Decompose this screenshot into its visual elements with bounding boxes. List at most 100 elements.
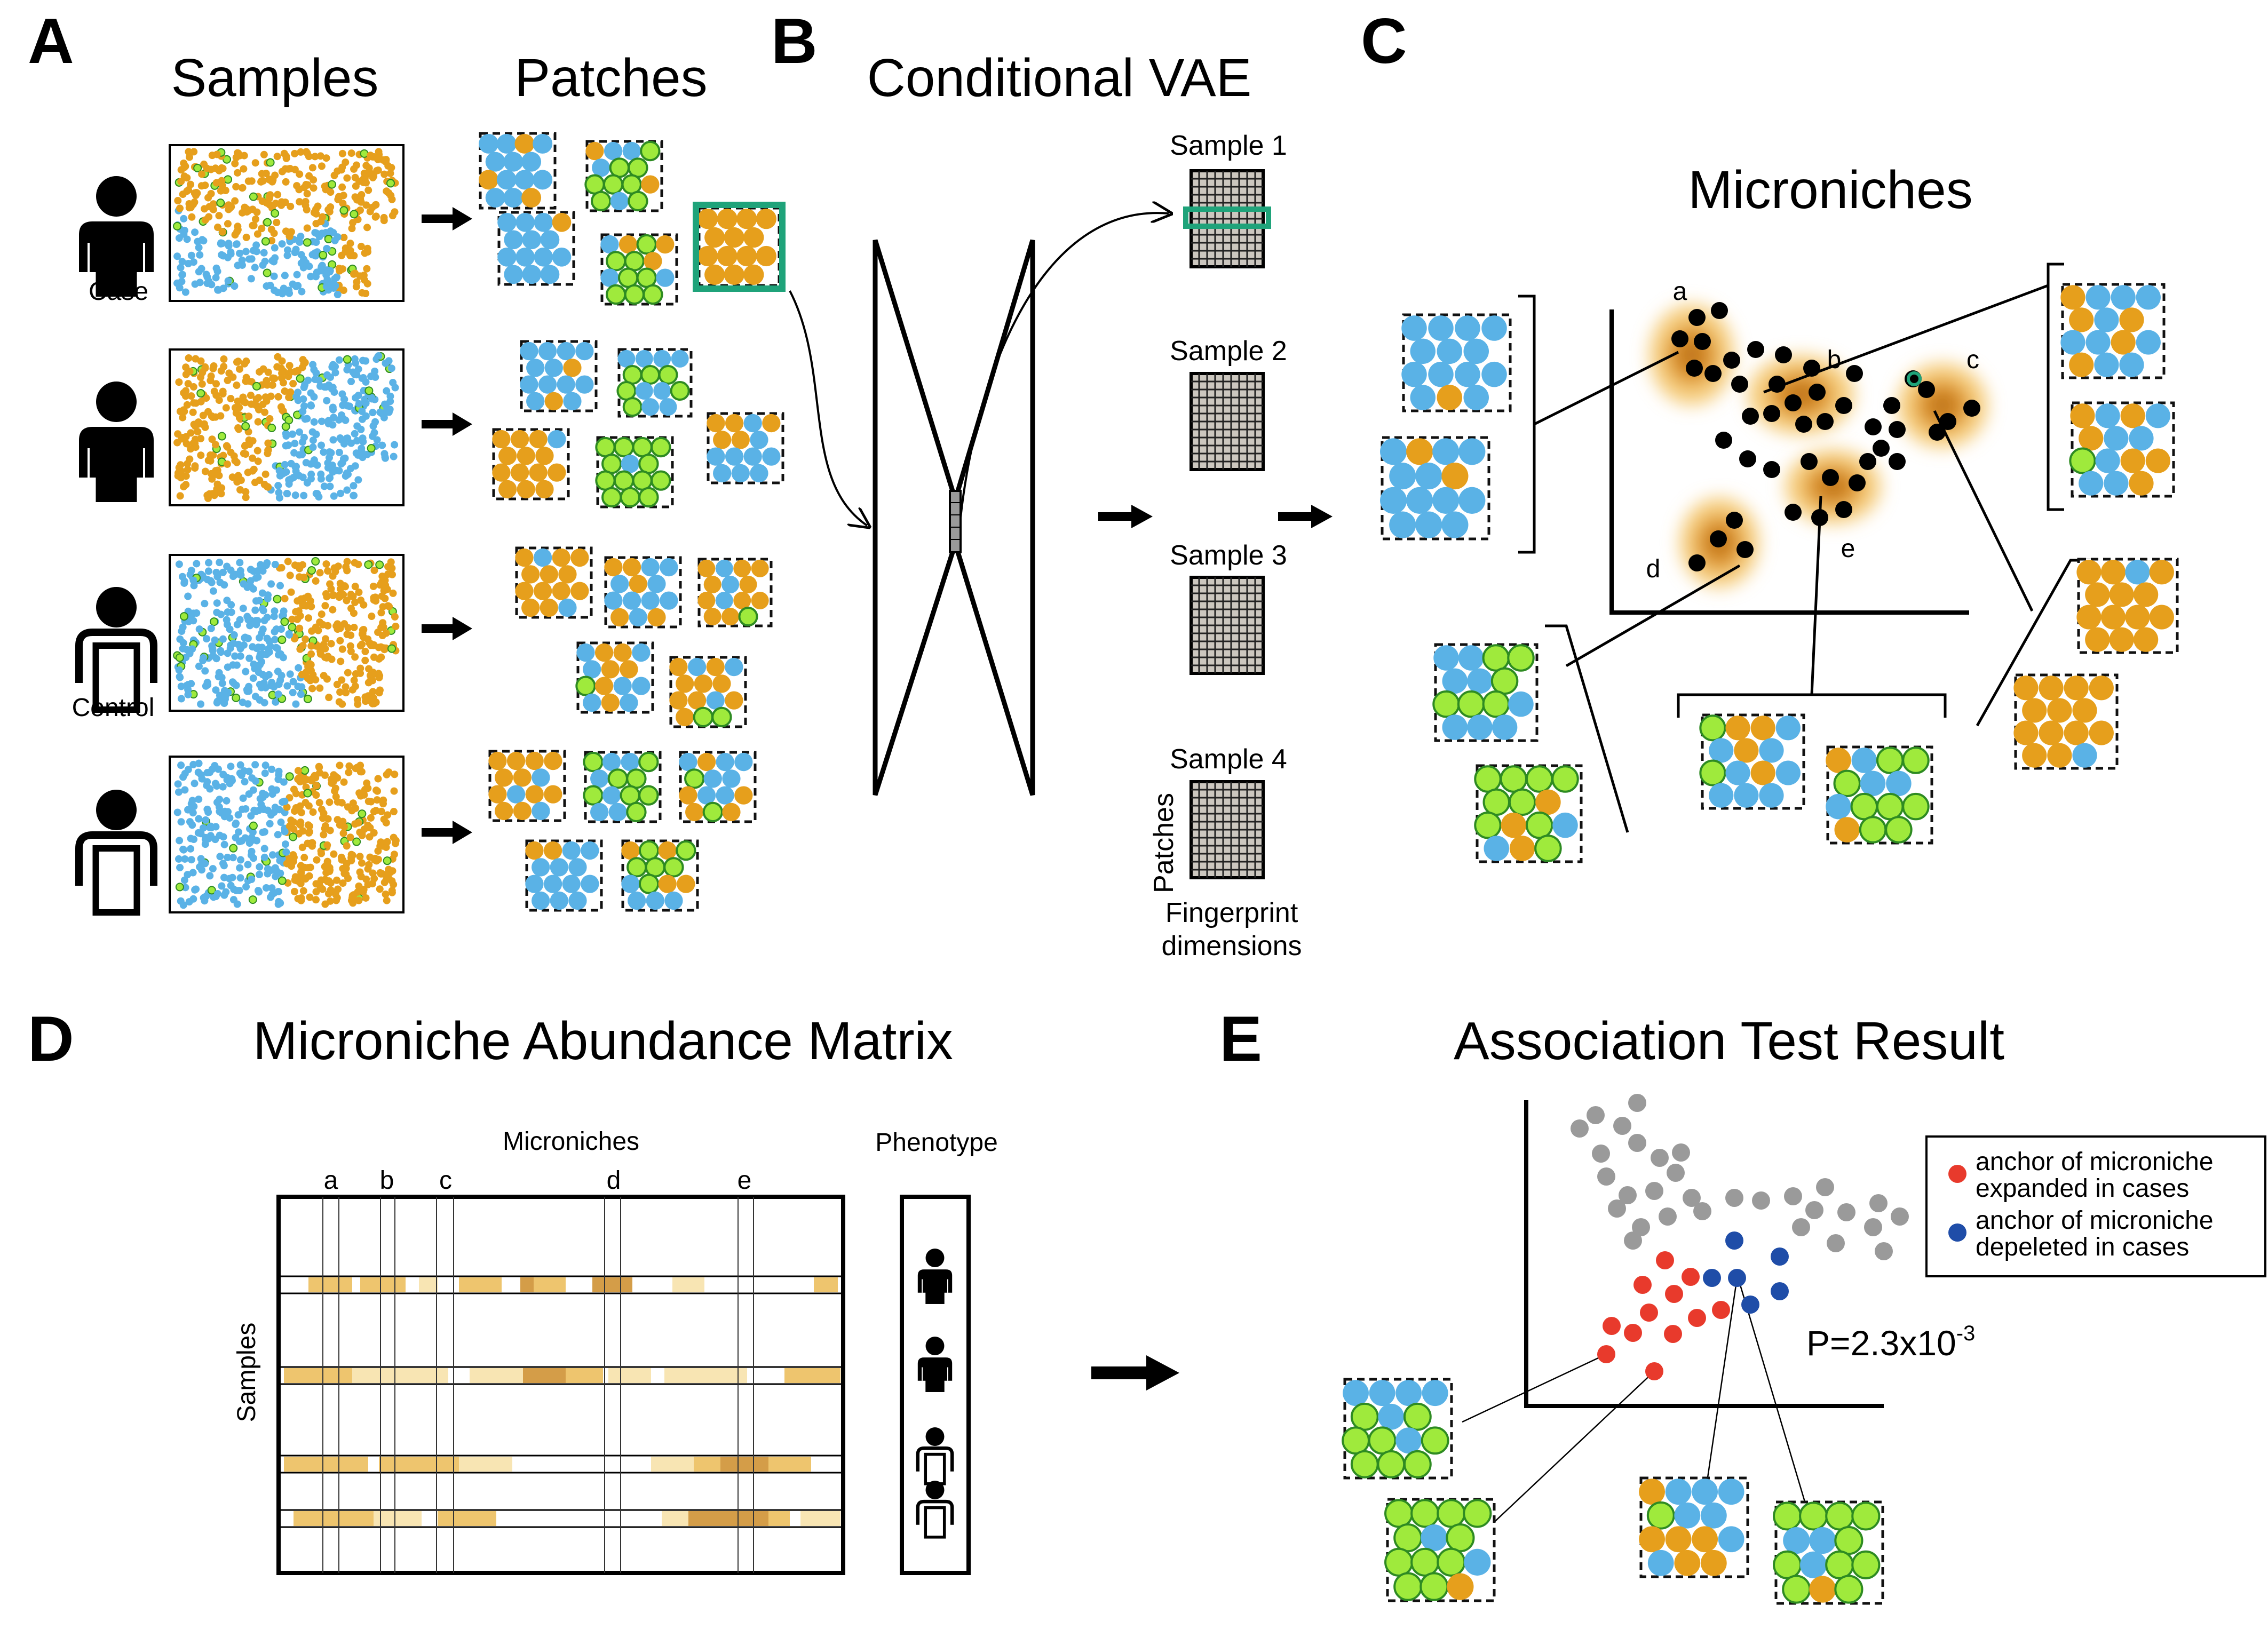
panel-d: D Microniche Abundance Matrix Microniche… bbox=[28, 1003, 1179, 1575]
legend-swatch-depleted bbox=[1948, 1223, 1966, 1242]
embedding-point bbox=[1865, 418, 1882, 435]
embedding-point bbox=[1822, 469, 1839, 486]
heatmap-cell bbox=[284, 1368, 352, 1383]
patch-tile bbox=[679, 751, 757, 823]
person-filled-icon bbox=[79, 382, 154, 502]
neutral-point bbox=[1693, 1202, 1711, 1220]
heatmap-cell bbox=[694, 1457, 720, 1472]
embedding-point bbox=[1742, 408, 1759, 425]
column-label-d: d bbox=[607, 1166, 621, 1195]
depleted-anchor-point bbox=[1725, 1231, 1743, 1250]
patch-tile bbox=[595, 436, 674, 508]
heatmap-cell bbox=[294, 1511, 374, 1526]
fingerprint-grid-icon bbox=[1189, 576, 1265, 675]
heatmap-cell bbox=[814, 1277, 838, 1292]
embedding-point bbox=[1775, 346, 1792, 363]
highlighted-point bbox=[1907, 371, 1922, 386]
embedding-point bbox=[1859, 453, 1876, 470]
embedding-point bbox=[1918, 381, 1935, 398]
embedding-point bbox=[1739, 450, 1756, 467]
expanded-anchor-point bbox=[1645, 1362, 1663, 1380]
patch-tile bbox=[584, 140, 663, 212]
person-outline-icon bbox=[75, 790, 157, 916]
embedding-point bbox=[1704, 365, 1722, 382]
heatmap-cell bbox=[720, 1457, 768, 1472]
expanded-anchor-point bbox=[1664, 1325, 1682, 1343]
legend-swatch-expanded bbox=[1948, 1165, 1966, 1183]
heatmap-cell bbox=[523, 1368, 566, 1383]
person-outline-icon bbox=[916, 1481, 954, 1539]
depleted-anchor-point bbox=[1771, 1247, 1789, 1266]
column-label-a: a bbox=[324, 1166, 338, 1195]
neutral-point bbox=[1608, 1199, 1626, 1218]
sample-map bbox=[169, 144, 405, 302]
column-label-b: b bbox=[380, 1166, 394, 1195]
patch-to-encoder-arrow bbox=[789, 290, 867, 526]
heatmap-cell bbox=[800, 1511, 840, 1526]
microniche-column-guides bbox=[322, 1197, 754, 1573]
embedding-point bbox=[1763, 405, 1780, 422]
cluster-label-a: a bbox=[1673, 277, 1687, 306]
selected-patch-highlight bbox=[693, 202, 786, 292]
matrix-title: Microniche Abundance Matrix bbox=[253, 1011, 953, 1071]
expanded-anchor-point bbox=[1624, 1324, 1642, 1342]
arrow-right-icon bbox=[1278, 505, 1333, 528]
heatmap-row bbox=[281, 1366, 841, 1385]
embedding-point bbox=[1726, 512, 1743, 529]
neutral-point bbox=[1827, 1234, 1845, 1252]
phenotype-icons bbox=[75, 176, 157, 916]
neutral-point bbox=[1592, 1145, 1610, 1163]
heatmap-cell bbox=[664, 1368, 747, 1383]
person-filled-icon bbox=[917, 1249, 953, 1304]
patch-tile bbox=[707, 412, 784, 484]
patch-tile bbox=[492, 428, 570, 500]
sample-2-label: Sample 2 bbox=[1170, 336, 1287, 367]
panel-e: E Association Test Result anchor of micr… bbox=[1219, 1003, 2266, 1605]
vae-title: Conditional VAE bbox=[867, 48, 1252, 108]
embedding-point bbox=[1835, 501, 1852, 518]
depleted-anchor-point bbox=[1703, 1269, 1721, 1287]
neutral-point bbox=[1587, 1106, 1605, 1124]
heatmap-cell bbox=[534, 1277, 566, 1292]
patch-tile bbox=[693, 202, 786, 292]
latent-to-fingerprint-arrow bbox=[959, 213, 1169, 518]
patch-tile bbox=[488, 750, 566, 822]
cluster-label-c: c bbox=[1966, 346, 1979, 374]
embedding-point bbox=[1711, 302, 1728, 319]
expanded-anchor-point bbox=[1633, 1276, 1652, 1294]
embedding-point bbox=[1671, 330, 1688, 347]
neutral-point bbox=[1613, 1117, 1631, 1135]
phenotype-column bbox=[900, 1195, 971, 1575]
legend-depleted-line2: depeleted in cases bbox=[1976, 1233, 2189, 1261]
expanded-anchor-point bbox=[1688, 1309, 1706, 1327]
embedding-point bbox=[1723, 352, 1740, 369]
latent-bottleneck bbox=[949, 490, 962, 553]
latent-cells bbox=[950, 502, 961, 540]
heatmap-cell bbox=[374, 1511, 422, 1526]
cluster-brackets bbox=[1518, 263, 2092, 833]
heatmap-cell bbox=[768, 1511, 790, 1526]
embedding-point bbox=[1817, 413, 1834, 430]
arrow-right-icon bbox=[1098, 505, 1153, 528]
fingerprint-grid-icon bbox=[1189, 780, 1265, 879]
panel-label-e: E bbox=[1219, 1003, 1262, 1075]
embedding-point bbox=[1694, 333, 1711, 350]
result-axes bbox=[1524, 1100, 1884, 1408]
embedding-point bbox=[1688, 309, 1706, 326]
heatmap-row bbox=[281, 1455, 841, 1474]
neutral-point bbox=[1667, 1164, 1685, 1182]
patch-tiles bbox=[479, 132, 786, 912]
arrow-right-icon bbox=[422, 412, 472, 436]
patch-tile bbox=[1342, 1378, 1453, 1480]
neutral-point bbox=[1628, 1094, 1646, 1112]
patches-title: Patches bbox=[514, 48, 707, 108]
patch-tile bbox=[604, 556, 682, 629]
sample-tissue-maps bbox=[169, 144, 405, 913]
leader-line bbox=[1470, 1371, 1655, 1545]
embedding-point bbox=[1736, 541, 1754, 558]
person-outline-icon bbox=[75, 587, 157, 713]
heatmap-cell bbox=[592, 1277, 632, 1292]
heatmap-cell bbox=[308, 1277, 352, 1292]
neutral-point bbox=[1645, 1182, 1663, 1200]
heatmap-cell bbox=[379, 1457, 459, 1472]
